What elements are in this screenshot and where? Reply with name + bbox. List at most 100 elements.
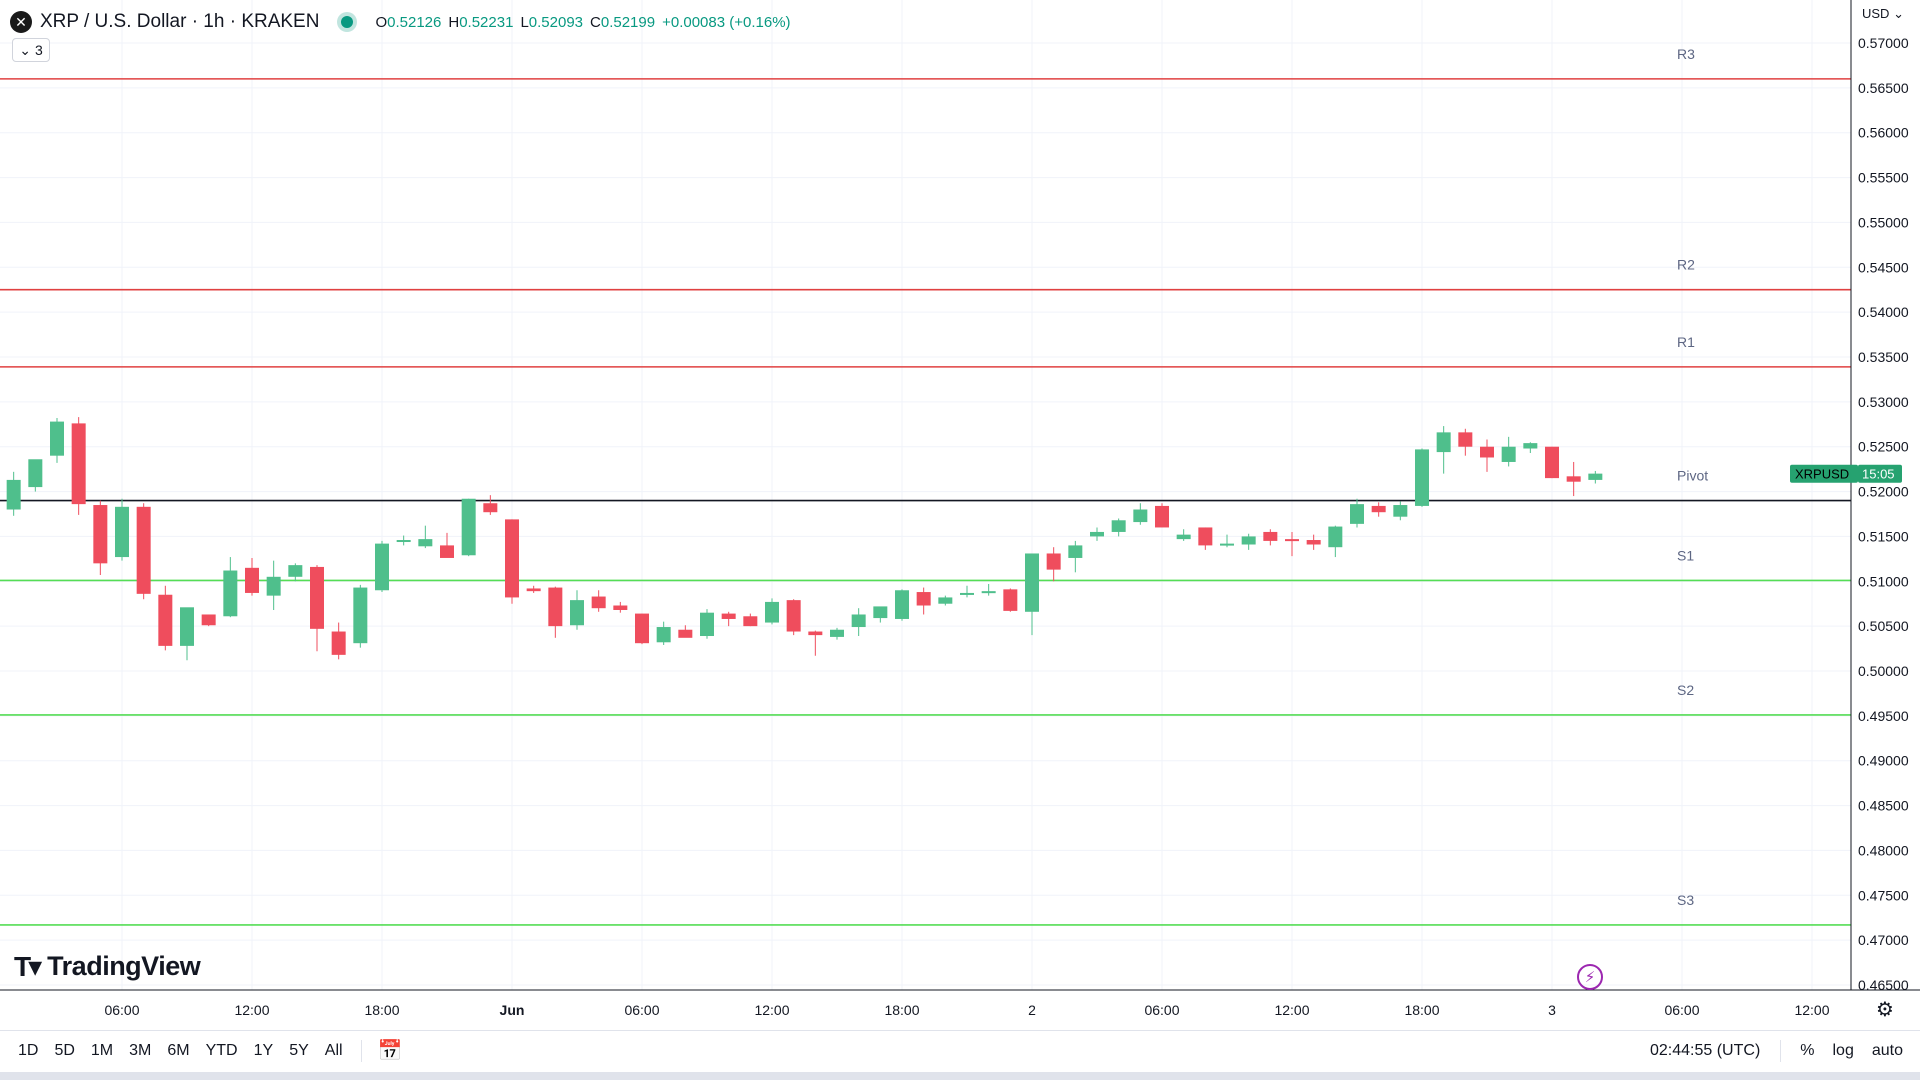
candle-body	[1393, 505, 1408, 517]
time-axis[interactable]: 06:00 12:00 18:00 Jun 06:00 12:00 18:00 2 06:00 1…	[0, 989, 1920, 1018]
level-label-pivot: Pivot	[1677, 468, 1708, 484]
lightning-icon[interactable]: ⚡	[1577, 964, 1603, 990]
symbol-title[interactable]: XRP / U.S. Dollar · 1h · KRAKEN	[40, 11, 320, 32]
candle-body	[71, 423, 86, 505]
candle-body	[895, 590, 909, 619]
candle	[201, 614, 216, 627]
time-tick-label: 3	[1548, 1002, 1556, 1018]
time-tick-label: 12:00	[1794, 1002, 1829, 1018]
candle-body	[266, 576, 281, 596]
price-tick-label: 0.50000	[1858, 663, 1909, 679]
candle	[245, 557, 259, 596]
price-tick-label: 0.51500	[1858, 528, 1909, 544]
market-open-icon	[341, 16, 354, 28]
candle-body	[1025, 553, 1039, 612]
time-tick-label: 18:00	[364, 1002, 399, 1018]
range-button-1m[interactable]: 1M	[90, 1041, 114, 1059]
candle	[678, 625, 693, 638]
candle-body	[1176, 534, 1191, 540]
candle-body	[1458, 432, 1473, 447]
calendar-goto-icon[interactable]: 📅	[377, 1040, 403, 1062]
tradingview-logo[interactable]: T▾ TradingView	[14, 950, 201, 983]
candle	[6, 471, 21, 516]
price-tick-label: 0.49000	[1858, 753, 1909, 769]
time-tick-label: 18:00	[1404, 1002, 1439, 1018]
candle	[505, 519, 519, 604]
candle	[1480, 439, 1494, 472]
candle-body	[461, 498, 476, 556]
price-axis[interactable]: 0.57000 0.56500 0.56000 0.55500 0.55000 0.545…	[1850, 0, 1909, 993]
level-label-r2: R2	[1677, 257, 1695, 273]
range-button-1y[interactable]: 1Y	[253, 1041, 274, 1059]
scale-options: 02:44:55 (UTC) % log auto	[1641, 1039, 1912, 1062]
candle-body	[1220, 543, 1234, 546]
candle	[223, 557, 238, 618]
candle	[136, 503, 151, 600]
candle	[960, 585, 974, 598]
candle-body	[1566, 476, 1581, 482]
candle	[1415, 448, 1429, 507]
candle	[50, 418, 64, 463]
candle	[743, 613, 758, 627]
utc-clock[interactable]: 02:44:55 (UTC)	[1650, 1041, 1761, 1059]
range-button-ytd[interactable]: YTD	[205, 1041, 238, 1059]
xrp-logo-icon: ✕	[10, 11, 32, 33]
candle	[1458, 428, 1473, 456]
candle-body	[1133, 509, 1148, 523]
currency-label: USD	[1862, 6, 1890, 21]
gear-icon[interactable]: ⚙	[1876, 999, 1894, 1021]
range-button-6m[interactable]: 6M	[167, 1041, 190, 1059]
candle-body	[700, 612, 714, 637]
currency-button[interactable]: USD ⌄	[1862, 6, 1904, 22]
time-tick-label: 06:00	[104, 1002, 139, 1018]
candle-body	[158, 594, 173, 646]
price-tick-label: 0.53500	[1858, 349, 1909, 365]
candle-body	[808, 631, 823, 636]
range-button-all[interactable]: All	[324, 1041, 343, 1059]
candle-body	[1155, 505, 1169, 528]
log-scale-toggle[interactable]: log	[1832, 1041, 1854, 1059]
candle	[873, 606, 888, 623]
price-tick-label: 0.55500	[1858, 170, 1909, 186]
candle-body	[1046, 553, 1061, 570]
price-tick-label: 0.50500	[1858, 618, 1909, 634]
candle	[71, 417, 86, 515]
range-button-5y[interactable]: 5Y	[289, 1041, 309, 1059]
candle-body	[1306, 540, 1321, 545]
price-tick-label: 0.47000	[1858, 932, 1909, 948]
candle-body	[93, 505, 108, 564]
candle-body	[743, 616, 758, 627]
range-button-3m[interactable]: 3M	[129, 1041, 152, 1059]
candle	[548, 586, 563, 638]
level-label-r3: R3	[1677, 46, 1695, 62]
indicators-toggle-button[interactable]: ⌄ 3	[12, 38, 50, 62]
auto-scale-toggle[interactable]: auto	[1871, 1041, 1903, 1059]
candle	[656, 621, 671, 645]
chevron-down-icon: ⌄	[1889, 6, 1904, 21]
candle-body	[245, 567, 259, 593]
bottom-strip	[0, 1072, 1920, 1080]
price-tick-label: 0.52500	[1858, 439, 1909, 455]
candle	[1263, 529, 1278, 546]
candle-body	[223, 570, 238, 617]
candle-body	[288, 565, 303, 577]
candle	[1436, 426, 1451, 474]
candle	[938, 595, 953, 606]
range-button-5d[interactable]: 5D	[54, 1041, 75, 1059]
candle	[353, 584, 368, 648]
date-range-buttons: 1D 5D 1M 3M 6M YTD 1Y 5Y All	[10, 1042, 351, 1060]
candle-body	[1328, 526, 1343, 548]
candle-body	[310, 566, 324, 629]
low-value: 0.52093	[528, 13, 584, 31]
price-tick-label: 0.46500	[1858, 977, 1909, 993]
time-tick-label: 12:00	[234, 1002, 269, 1018]
candle-body	[786, 600, 801, 632]
divider	[1780, 1039, 1782, 1062]
candle-body	[1523, 443, 1538, 449]
range-button-1d[interactable]: 1D	[18, 1041, 39, 1059]
open-label: O	[375, 13, 388, 31]
candle-body	[1068, 545, 1083, 558]
percent-scale-toggle[interactable]: %	[1800, 1041, 1815, 1059]
candle-body	[526, 588, 541, 592]
